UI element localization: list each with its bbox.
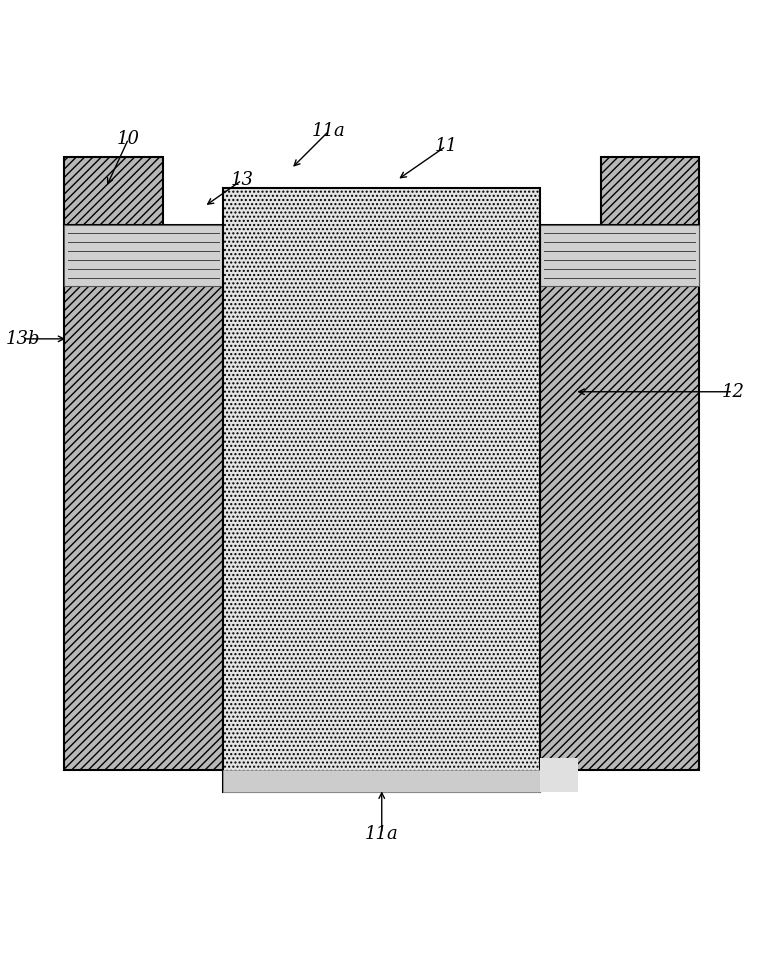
Bar <box>223 769 540 792</box>
Text: 12: 12 <box>721 383 745 401</box>
Bar <box>65 225 223 769</box>
Text: 13b: 13b <box>5 330 40 348</box>
Text: 11a: 11a <box>365 825 399 843</box>
Bar <box>540 225 699 286</box>
Bar <box>223 188 540 792</box>
Bar <box>540 759 578 792</box>
Text: 13: 13 <box>231 172 253 189</box>
Text: 10: 10 <box>117 129 140 148</box>
Bar <box>65 225 223 286</box>
Bar <box>65 158 163 225</box>
Bar <box>601 158 699 225</box>
Text: 11a: 11a <box>312 122 345 140</box>
Text: 11: 11 <box>435 137 457 155</box>
Bar <box>540 225 699 769</box>
